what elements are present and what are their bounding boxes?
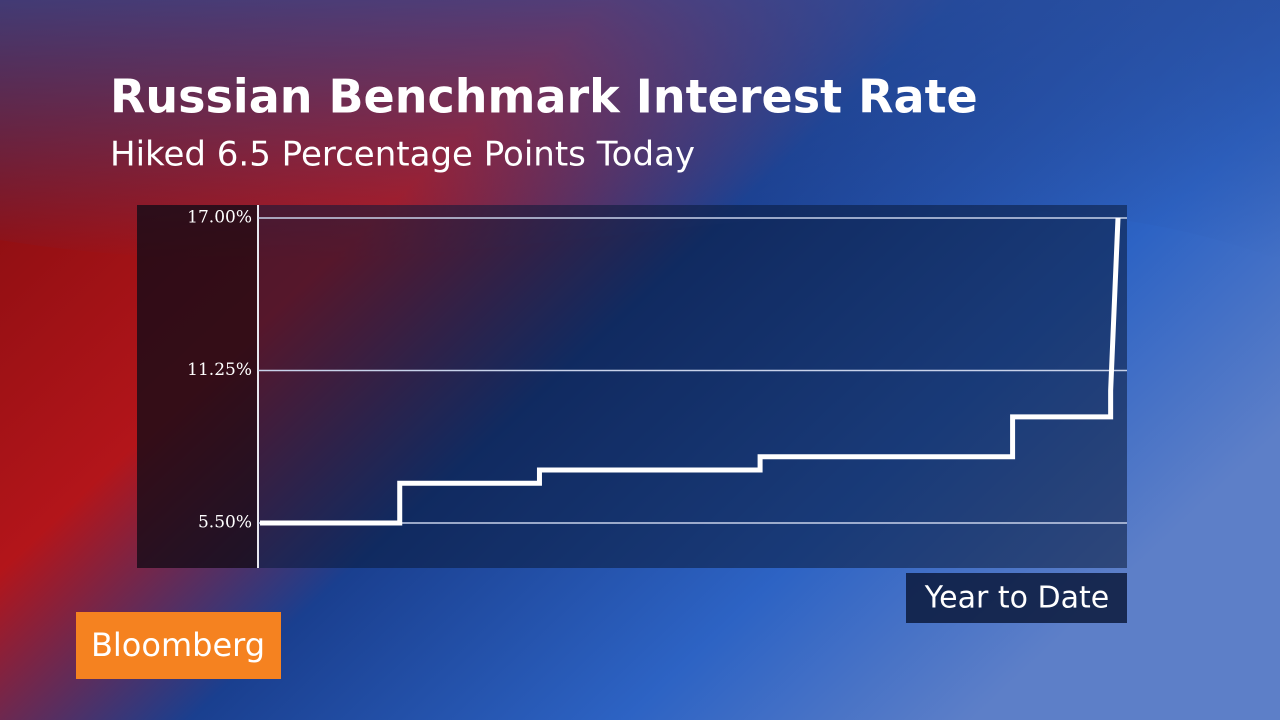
axis-panel [137,205,258,568]
y-tick-label: 11.25% [187,360,252,380]
y-tick-label: 5.50% [198,513,252,533]
x-axis-label: Year to Date [924,581,1109,616]
rate-line [260,217,1121,526]
chart-subtitle: Hiked 6.5 Percentage Points Today [110,135,695,175]
background-flag [0,0,1280,260]
x-label-box [906,573,1127,623]
chart-title: Russian Benchmark Interest Rate [110,70,978,124]
logo-box [76,612,281,679]
plot-area [137,205,1127,568]
logo: Bloomberg [91,626,265,664]
y-tick-label: 17.00% [187,208,252,228]
